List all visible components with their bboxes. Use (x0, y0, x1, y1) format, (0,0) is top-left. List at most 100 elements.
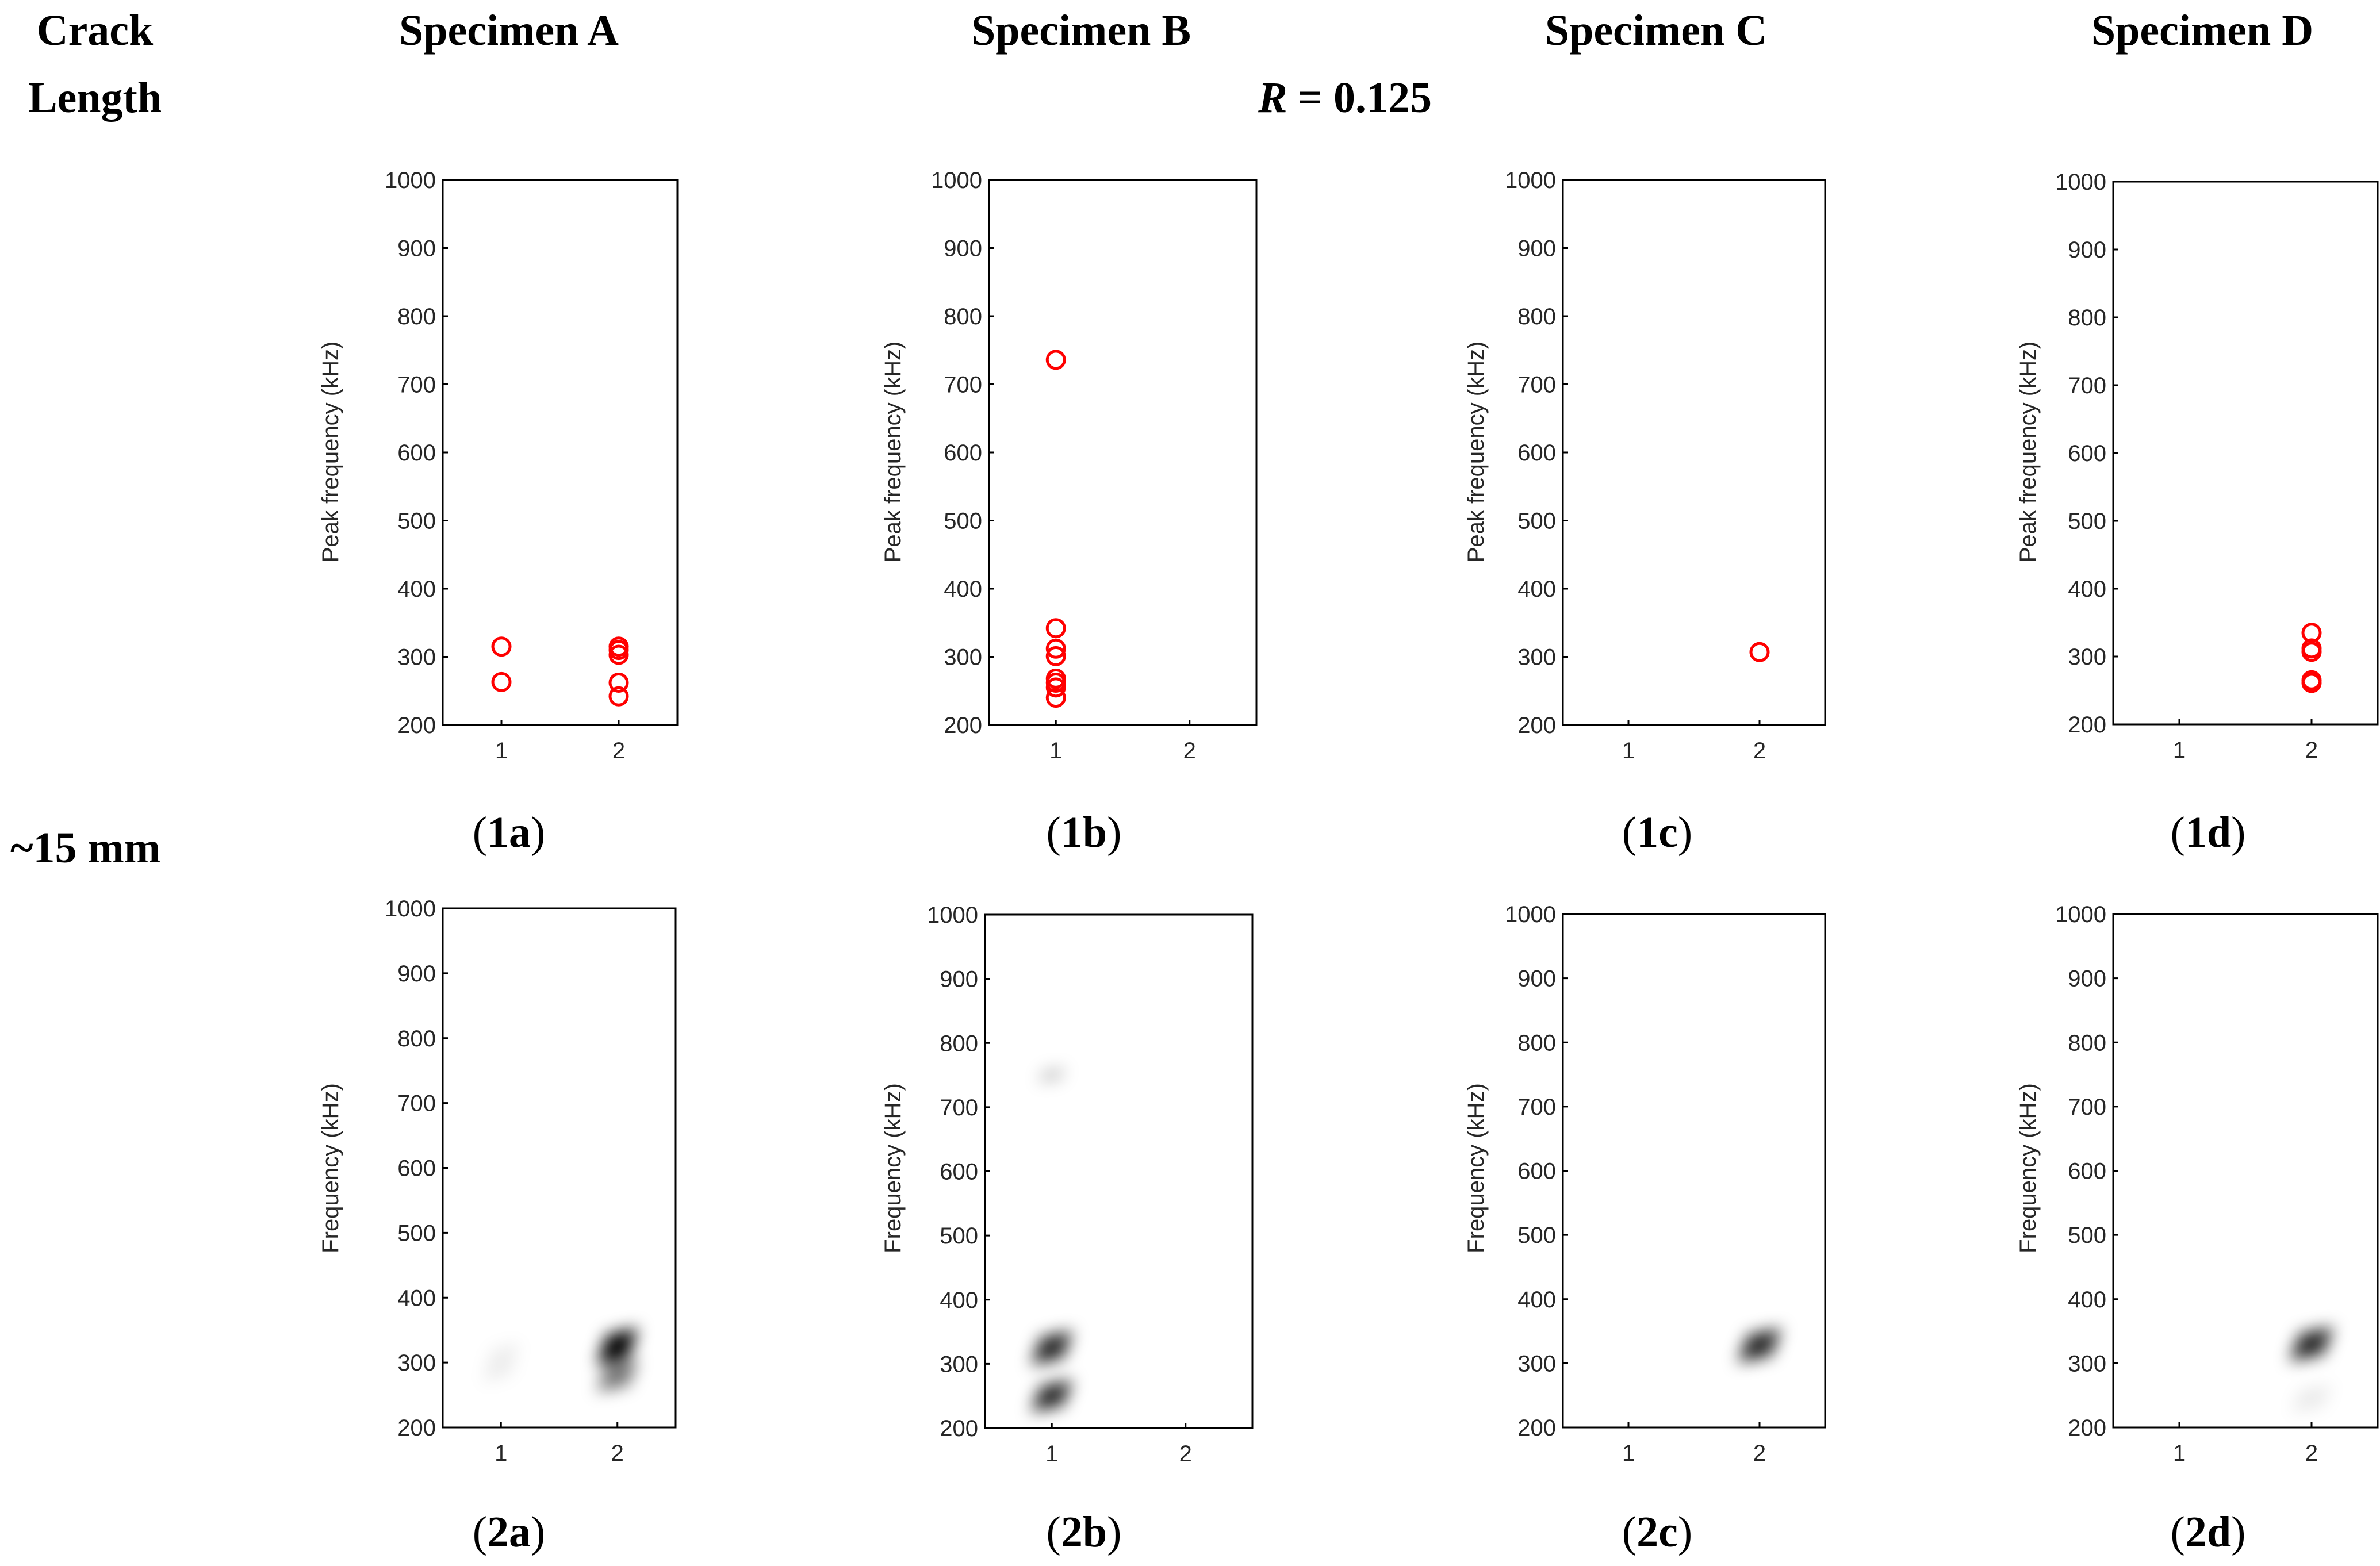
axes-box (442, 179, 679, 726)
panel-caption: (1a) (473, 808, 546, 857)
heatmap-blob (596, 1359, 638, 1392)
heatmap-blob (482, 1342, 520, 1383)
x-tick-label: 2 (2305, 738, 2318, 763)
heatmap-blobs (1737, 1327, 1782, 1363)
data-point-marker (2301, 623, 2322, 643)
y-tick-label: 400 (397, 577, 436, 602)
y-tick-label: 1000 (2055, 170, 2106, 195)
y-axis: 200 300 400 500 600 700 800 900 1000 (927, 903, 990, 1441)
y-tick-label: 500 (2068, 1223, 2106, 1248)
caption-letter: b (1083, 1508, 1107, 1556)
data-point-marker (1045, 646, 1066, 666)
caption-letter: c (1658, 1508, 1678, 1556)
y-tick-label: 200 (1517, 713, 1556, 738)
y-tick-label: 500 (397, 509, 436, 534)
y-axis-label: Peak frequency (kHz) (1463, 341, 1489, 563)
heatmap-blobs (482, 1327, 638, 1392)
y-tick-label: 400 (944, 577, 982, 602)
y-tick-label: 300 (1517, 645, 1556, 670)
y-tick-label: 500 (940, 1223, 978, 1249)
axis-frame (1562, 913, 1826, 1429)
y-axis-label: Frequency (kHz) (318, 1083, 343, 1253)
plot-area (491, 636, 629, 707)
axes-box (2112, 181, 2379, 726)
y-tick-label: 800 (397, 1026, 436, 1051)
plot-area (2301, 623, 2322, 693)
y-tick-label: 800 (397, 304, 436, 329)
specimen-d-header: Specimen D (2091, 6, 2313, 55)
y-tick-label: 400 (397, 1285, 436, 1311)
x-tick-label: 2 (2305, 1441, 2318, 1466)
data-point-marker (1045, 618, 1066, 639)
y-axis: 200 300 400 500 600 700 800 900 1000 (385, 168, 448, 738)
y-tick-label: 600 (940, 1160, 978, 1185)
y-tick-label: 300 (2068, 644, 2106, 670)
panel-caption: (1c) (1622, 808, 1692, 857)
caption-letter: d (2207, 808, 2231, 857)
x-tick-label: 2 (611, 1441, 624, 1466)
panel-caption: (2d) (2171, 1508, 2246, 1556)
caption-number: 2 (2185, 1508, 2207, 1556)
y-tick-label: 900 (397, 236, 436, 262)
y-tick-label: 200 (397, 713, 436, 738)
y-tick-label: 300 (940, 1352, 978, 1377)
y-tick-label: 800 (1517, 1030, 1556, 1055)
data-point-marker (1045, 638, 1066, 659)
panel-caption: (2a) (473, 1508, 546, 1556)
y-tick-label: 700 (397, 1091, 436, 1116)
caption-letter: c (1658, 808, 1678, 857)
y-tick-label: 700 (2068, 373, 2106, 398)
y-tick-label: 700 (944, 373, 982, 398)
y-tick-label: 600 (944, 440, 982, 466)
axes-box (984, 914, 1254, 1429)
axis-frame (988, 179, 1258, 726)
axes-box (1562, 179, 1826, 726)
stress-ratio-value: = 0.125 (1298, 74, 1432, 122)
panel-caption: (2b) (1047, 1508, 1122, 1556)
y-tick-label: 500 (397, 1220, 436, 1246)
data-point-marker (608, 686, 629, 707)
x-tick-label: 1 (1622, 738, 1635, 763)
axes-box (1562, 913, 1826, 1429)
axis-frame (442, 179, 679, 726)
specimen-a-header: Specimen A (399, 6, 619, 55)
panel-caption: (2c) (1622, 1508, 1692, 1556)
heatmap-blob (596, 1327, 638, 1365)
y-tick-label: 900 (1517, 236, 1556, 262)
data-point-marker (1045, 350, 1066, 370)
y-tick-label: 600 (397, 440, 436, 466)
y-tick-label: 800 (1517, 304, 1556, 329)
y-tick-label: 300 (944, 645, 982, 670)
x-tick-label: 1 (1622, 1441, 1635, 1466)
x-tick-label: 2 (1753, 1441, 1766, 1466)
y-tick-label: 300 (2068, 1351, 2106, 1376)
y-tick-label: 200 (944, 713, 982, 738)
y-axis: 200 300 400 500 600 700 800 900 1000 (1505, 902, 1568, 1441)
y-tick-label: 800 (2068, 1030, 2106, 1055)
data-point-marker (1749, 642, 1770, 662)
caption-number: 1 (2185, 808, 2207, 857)
x-tick-label: 2 (1183, 738, 1196, 763)
caption-number: 1 (1637, 808, 1658, 857)
y-tick-label: 500 (1517, 1223, 1556, 1248)
y-axis-label: Peak frequency (kHz) (880, 341, 906, 563)
plot-area (1045, 350, 1066, 708)
axis-frame (442, 907, 677, 1429)
plot-area (1749, 642, 1770, 662)
y-axis: 200 300 400 500 600 700 800 900 1000 (931, 168, 994, 738)
y-tick-label: 900 (2068, 237, 2106, 263)
x-tick-label: 1 (2173, 1441, 2186, 1466)
x-tick-label: 1 (495, 1441, 507, 1466)
crack-length-row-label: ~15 mm (10, 824, 160, 872)
y-tick-label: 900 (944, 236, 982, 262)
data-point-marker (608, 673, 629, 693)
x-tick-label: 1 (1045, 1441, 1058, 1467)
plot-area (1030, 1068, 1073, 1413)
y-tick-label: 600 (1517, 1159, 1556, 1184)
y-axis-label: Frequency (kHz) (2015, 1083, 2041, 1253)
y-tick-label: 400 (1517, 1287, 1556, 1312)
panel-caption: (1b) (1047, 808, 1122, 857)
